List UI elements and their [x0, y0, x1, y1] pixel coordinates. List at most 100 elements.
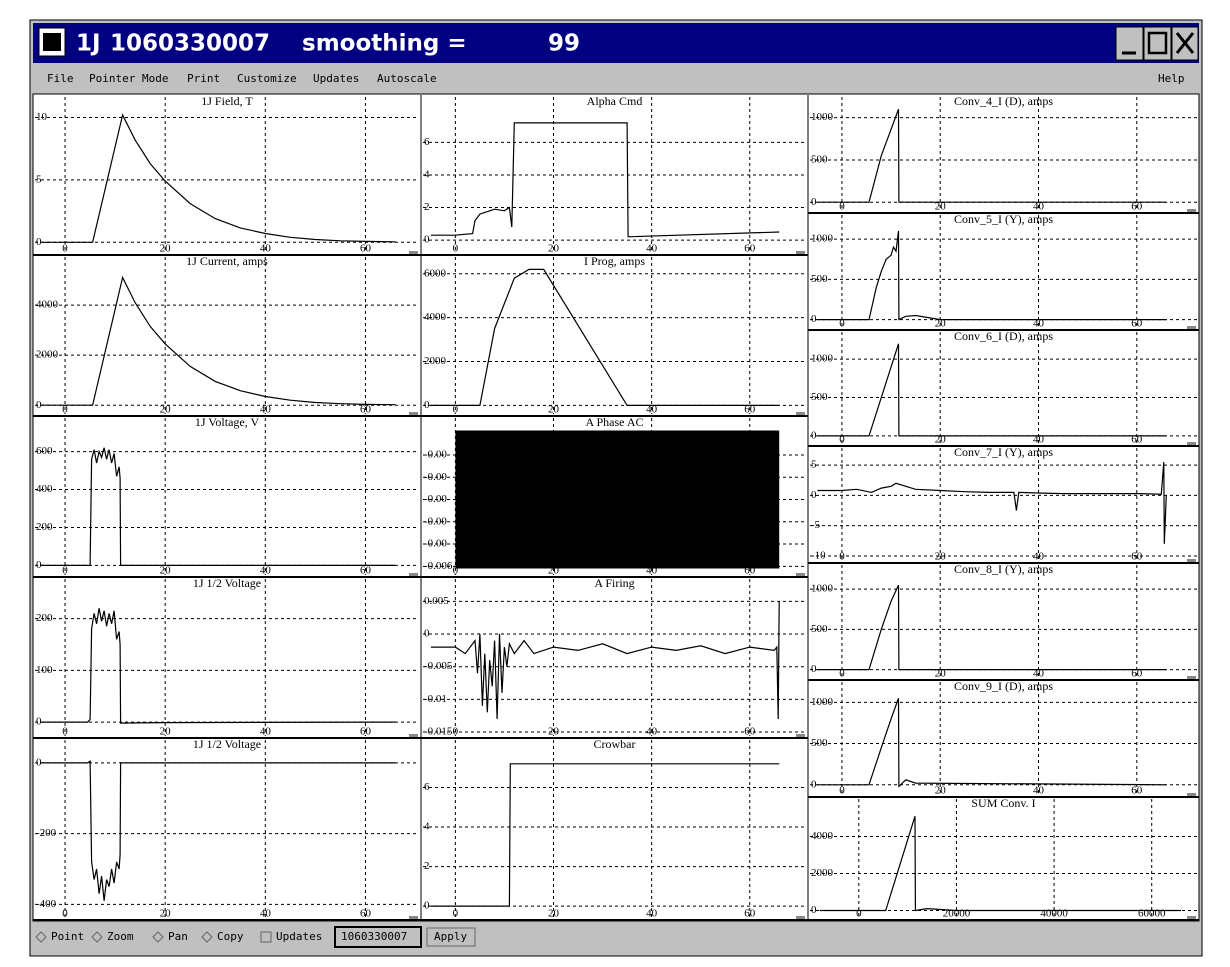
x-tick-label: 40 — [260, 404, 272, 416]
panel-handle — [796, 916, 805, 919]
radio-label[interactable]: Point — [51, 930, 84, 943]
x-tick-label: 60 — [744, 243, 756, 255]
data-line — [817, 697, 1167, 788]
x-tick-label: 40 — [1033, 785, 1045, 797]
y-tick-label: 0 — [36, 236, 42, 248]
apply-label[interactable]: Apply — [434, 930, 467, 943]
y-tick-label: -400 — [36, 898, 57, 910]
menu-item[interactable]: Autoscale — [377, 72, 437, 85]
y-tick-label: 4 — [424, 821, 430, 833]
y-tick-label: -200 — [36, 827, 57, 839]
x-tick-label: 0 — [839, 318, 845, 330]
y-tick-label: 2000 — [36, 349, 59, 361]
x-tick-label: 20 — [160, 726, 172, 738]
x-tick-label: 40 — [646, 404, 658, 416]
x-tick-label: 40000 — [1040, 908, 1068, 920]
x-tick-label: 60 — [1131, 434, 1143, 446]
y-tick-label: 500 — [811, 737, 828, 749]
y-tick-label: 0 — [811, 429, 817, 441]
x-tick-label: 0 — [839, 201, 845, 213]
x-tick-label: 0 — [856, 908, 862, 920]
input-text[interactable]: 1060330007 — [341, 930, 407, 943]
menu-bar: File Pointer Mode Print Customize Update… — [47, 72, 1185, 85]
y-tick-label: -0.01 — [424, 693, 447, 705]
menu-item[interactable]: Pointer Mode — [89, 72, 168, 85]
y-tick-label: 4 — [424, 169, 430, 181]
x-tick-label: 20 — [935, 201, 947, 213]
x-tick-label: 40 — [1033, 201, 1045, 213]
x-tick-label: 20 — [160, 565, 172, 577]
y-tick-label: 500 — [811, 623, 828, 635]
y-tick-label: 6 — [424, 781, 430, 793]
chart-title: Conv_4_I (D), amps — [954, 94, 1053, 108]
panel-handle — [409, 734, 418, 737]
chart-title: SUM Conv. I — [971, 796, 1035, 810]
menu-item[interactable]: Customize — [237, 72, 297, 85]
x-tick-label: 60 — [1131, 201, 1143, 213]
radio-label[interactable]: Zoom — [107, 930, 134, 943]
x-tick-label: 0 — [839, 551, 845, 563]
chart-title: Conv_8_I (Y), amps — [954, 562, 1053, 576]
x-tick-label: 20 — [935, 551, 947, 563]
radio[interactable] — [91, 931, 103, 943]
panel-handle — [1187, 209, 1196, 212]
chart-title: 1J Current, amps — [186, 254, 268, 268]
x-tick-label: 60 — [1131, 668, 1143, 680]
x-tick-label: 40 — [1033, 551, 1045, 563]
x-tick-label: 40 — [260, 726, 272, 738]
panel-handle — [796, 734, 805, 737]
y-tick-label: 2 — [424, 201, 430, 213]
y-tick-label: 0 — [424, 399, 430, 411]
radio-label[interactable]: Copy — [217, 930, 244, 943]
y-tick-label: 5 — [36, 173, 42, 185]
x-tick-label: 0 — [453, 243, 459, 255]
y-tick-label: 4000 — [36, 299, 59, 311]
menu-item[interactable]: Print — [187, 72, 220, 85]
checkbox[interactable] — [260, 931, 272, 943]
data-line — [40, 113, 396, 243]
checkbox-label[interactable]: Updates — [276, 930, 322, 943]
panel-handle — [796, 412, 805, 415]
y-tick-label: 500 — [811, 273, 828, 285]
y-tick-label: -0.005 — [424, 660, 453, 672]
title-text: 99 — [548, 31, 580, 57]
title-text: 1060330007 — [110, 31, 270, 57]
x-tick-label: 0 — [453, 565, 459, 577]
radio[interactable] — [35, 931, 47, 943]
x-tick-label: 0 — [62, 726, 68, 738]
y-tick-label: 4000 — [811, 830, 834, 842]
x-tick-label: 20 — [160, 243, 172, 255]
chart-title: A Firing — [594, 576, 634, 590]
y-tick-label: 0 — [424, 628, 430, 640]
menu-item[interactable]: Help — [1158, 72, 1185, 85]
y-tick-label: -0.00 — [424, 538, 447, 550]
panel-handle — [409, 573, 418, 576]
data-line — [40, 608, 396, 724]
radio[interactable] — [201, 931, 213, 943]
x-tick-label: 0 — [62, 565, 68, 577]
y-tick-label: 10 — [36, 111, 48, 123]
menu-item[interactable]: File — [47, 72, 74, 85]
close-glyph — [1175, 32, 1195, 54]
y-tick-label: 1000 — [811, 696, 834, 708]
radio-label[interactable]: Pan — [168, 930, 188, 943]
y-tick-label: 1000 — [811, 111, 834, 123]
y-tick-label: 0.005 — [424, 595, 449, 607]
y-tick-label: -0.015 — [424, 726, 453, 738]
menu-item[interactable]: Updates — [313, 72, 359, 85]
y-tick-label: 0 — [36, 559, 42, 571]
minimize-button[interactable] — [1115, 26, 1144, 61]
x-tick-label: 40 — [1033, 318, 1045, 330]
y-tick-label: -0.00 — [424, 448, 447, 460]
radio[interactable] — [152, 931, 164, 943]
apply-button[interactable] — [426, 927, 476, 947]
chart-title: Conv_5_I (Y), amps — [954, 212, 1053, 226]
x-tick-label: 0 — [839, 434, 845, 446]
y-tick-label: 2000 — [424, 355, 447, 367]
data-line — [430, 122, 780, 238]
y-tick-label: 2 — [424, 860, 430, 872]
y-tick-label: -0.00 — [424, 493, 447, 505]
chart-title: Conv_9_I (D), amps — [954, 679, 1053, 693]
input-box[interactable] — [334, 926, 422, 948]
